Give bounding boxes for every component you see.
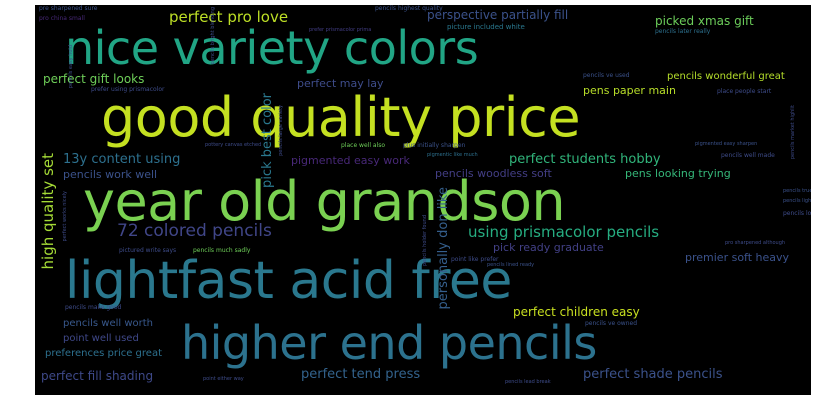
word-picked-xmas-gift: picked xmas gift <box>655 14 754 28</box>
word-place-well-also: place well also <box>341 142 386 149</box>
word-using-prismacolor-pencils: using prismacolor pencils <box>468 223 660 241</box>
word-pencils-ve-used: pencils ve used <box>583 72 630 79</box>
word-premier-soft-heavy: premier soft heavy <box>685 251 790 264</box>
word-pencils-ve-owned: pencils ve owned <box>585 320 637 327</box>
word-72-colored-pencils: 72 colored pencils <box>117 221 272 241</box>
word-good-quality-price: good quality price <box>101 86 581 149</box>
word-pencils-later-really: pencils later really <box>655 28 711 35</box>
word-pencils-true-buy: pencils true buy <box>783 188 811 194</box>
word-plus-initially-sharpen: plus initially sharpen <box>403 142 466 149</box>
word-pigmented-easy-sharpen: pigmented easy sharpen <box>695 141 758 147</box>
word-pencils-work-well: pencils work well <box>63 168 158 181</box>
word-perfect-gift-looks: perfect gift looks <box>43 72 145 86</box>
word-year-old-grandson: year old grandson <box>83 170 566 233</box>
word-point-either-way: point either way <box>203 376 244 382</box>
word-point-like-prefer: point like prefer <box>451 256 499 263</box>
word-perfect-students-hobby: perfect students hobby <box>509 152 661 167</box>
word-pencils-highest-quality: pencils highest quality <box>375 5 443 12</box>
word-pencils-lead-break: pencils lead break <box>505 379 551 385</box>
word-pencils-easy-hold: pencils easy hold <box>68 45 74 89</box>
word-pencils-bright-blending: pencils bright blending <box>210 7 216 65</box>
word-pro-sharpened-although: pro sharpened although <box>725 240 786 246</box>
word-lightfast-acid-free: lightfast acid free <box>65 251 512 311</box>
word-perfect-children-easy: perfect children easy <box>513 305 640 319</box>
word-pencils-make-good: pencils make good <box>65 304 122 311</box>
word-point-well-used: point well used <box>63 333 139 344</box>
word-picture-included-white: picture included white <box>447 23 525 31</box>
word-pick-best-color: pick best color <box>260 93 275 188</box>
word-pencils-well-worth: pencils well worth <box>63 318 154 329</box>
word-pick-ready-graduate: pick ready graduate <box>493 241 604 254</box>
word-higher-end-pencils: higher end pencils <box>181 316 597 370</box>
word-pens-paper-main: pens paper main <box>583 84 676 97</box>
word-pigmentic-like-much: pigmentic like much <box>427 152 478 158</box>
word-pro-china-small: pro china small <box>39 15 85 22</box>
word-perfect-works-nicely: perfect works nicely <box>62 191 68 242</box>
word-pencils-holder-found: pencils holder found <box>422 215 428 266</box>
word-perfect-may-lay: perfect may lay <box>297 77 384 90</box>
word-cloud: nice variety colors good quality price y… <box>35 5 811 395</box>
word-nice-variety-colors: nice variety colors <box>65 21 479 75</box>
word-place-people-start: place people start <box>717 88 772 95</box>
word-prefer-prismacolor-prima: prefer prismacolor prima <box>309 27 372 33</box>
word-pencils-market-highlit: pencils market highlit <box>790 105 796 160</box>
word-pencils-long-time: pencils long time <box>783 210 811 217</box>
word-perfect-tend-press: perfect tend press <box>301 367 421 382</box>
word-personally-don-like: personally don like <box>436 187 451 310</box>
word-13y-content-using: 13y content using <box>63 152 181 167</box>
word-pens-looking-trying: pens looking trying <box>625 167 731 180</box>
word-pencils-wonderful-great: pencils wonderful great <box>667 71 785 82</box>
word-pencils-much-sadly: pencils much sadly <box>193 247 251 254</box>
word-pencils-well-made: pencils well made <box>721 152 775 159</box>
word-perfect-pro-love: perfect pro love <box>169 8 289 26</box>
word-pencils-woodless-soft: pencils woodless soft <box>435 167 552 180</box>
word-pottery-canvas-etched: pottery canvas etched <box>205 142 262 148</box>
word-pigmented-easy-work: pigmented easy work <box>291 154 410 167</box>
word-perfect-shade-pencils: perfect shade pencils <box>583 367 723 382</box>
word-pencils-lined-ready: pencils lined ready <box>487 262 535 268</box>
word-pictured-write-says: pictured write says <box>119 247 177 254</box>
word-preferences-price-great: preferences price great <box>45 348 162 359</box>
word-prefer-using-prismacolor: prefer using prismacolor <box>91 86 165 93</box>
word-perfect-fill-shading: perfect fill shading <box>41 369 154 383</box>
word-pencils-lightfast: pencils lightfast <box>783 198 811 204</box>
word-pencils-large-variety: pencils large variety <box>278 105 284 156</box>
word-high-quality-set: high quality set <box>39 153 57 270</box>
word-pre-sharpened-sure: pre sharpened sure <box>39 5 98 12</box>
word-perspective-partially-fill: perspective partially fill <box>427 8 569 22</box>
